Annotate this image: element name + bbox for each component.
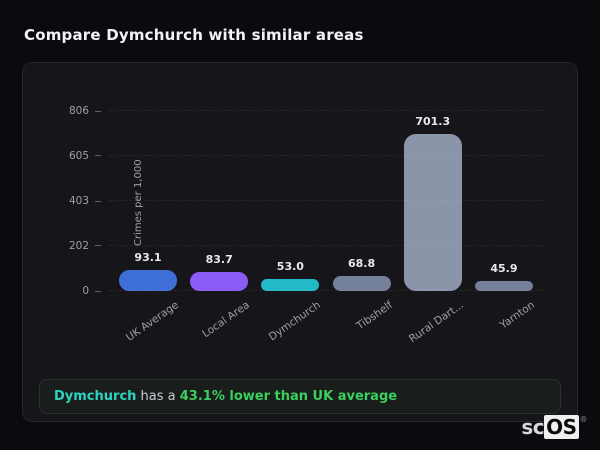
insight-highlight-text: 43.1% lower than UK average	[179, 389, 398, 404]
bar-value-label: 53.0	[276, 260, 304, 274]
bar-rural-dart[interactable]	[403, 134, 462, 291]
insight-area-name: Dymchurch	[54, 389, 137, 404]
bar-tibshelf[interactable]	[332, 275, 391, 291]
bar-slot: 45.9 Yarnton	[469, 91, 539, 331]
x-axis-label: Tibshelf	[354, 299, 395, 333]
tick-mark	[95, 290, 101, 292]
y-tick-label: 806	[69, 105, 101, 117]
bar-slot: 53.0 Dymchurch	[255, 91, 325, 343]
registered-mark-icon: ®	[579, 415, 588, 424]
bar-slot: 68.8 Tibshelf	[327, 91, 397, 332]
bar-uk-average[interactable]	[119, 270, 177, 291]
tick-mark	[95, 155, 101, 157]
logo-prefix: sc	[521, 415, 545, 439]
insight-middle-text: has a	[136, 389, 180, 404]
x-axis-label: Dymchurch	[267, 299, 324, 344]
bar-value-label: 93.1	[134, 251, 162, 265]
y-tick-label: 202	[69, 240, 101, 252]
bar-value-label: 701.3	[415, 115, 451, 129]
scos-logo: sc OS ®	[521, 415, 587, 439]
logo-suffix: OS	[544, 415, 579, 439]
gridline	[109, 200, 543, 201]
bar-value-label: 68.8	[347, 256, 376, 270]
y-tick-label: 0	[82, 285, 101, 297]
bar-yarnton[interactable]	[474, 280, 533, 291]
gridline	[109, 110, 543, 111]
gridline	[109, 244, 543, 246]
x-axis-label: Local Area	[200, 299, 253, 341]
tick-mark	[95, 245, 101, 247]
chart-card: Crimes per 1,000 93.1 UK Average 83.7 Local…	[22, 62, 578, 422]
gridline	[109, 154, 543, 156]
bar-value-label: 45.9	[490, 261, 518, 275]
tick-mark	[95, 200, 101, 202]
y-tick-label: 605	[69, 150, 101, 162]
bar-slot: 93.1 UK Average	[113, 91, 183, 344]
bar-dymchurch[interactable]	[261, 279, 320, 291]
insight-note: Dymchurch has a 43.1% lower than UK aver…	[39, 379, 561, 414]
x-axis-label: Yarnton	[497, 299, 537, 332]
bar-local-area[interactable]	[190, 272, 249, 291]
x-axis-label: UK Average	[124, 299, 181, 344]
plot-area: 93.1 UK Average 83.7 Local Area 53.0 Dymchurc…	[109, 91, 543, 345]
tick-mark	[95, 110, 101, 112]
bar-slot: 83.7 Local Area	[184, 91, 254, 340]
bar-value-label: 83.7	[205, 253, 233, 267]
gridline	[109, 290, 543, 291]
x-axis-label: Rural Dart...	[406, 299, 466, 346]
page-title: Compare Dymchurch with similar areas	[24, 26, 364, 44]
bar-chart: Crimes per 1,000 93.1 UK Average 83.7 Local…	[69, 91, 543, 345]
y-tick-label: 403	[69, 195, 101, 207]
bar-slot: 701.3 Rural Dart...	[398, 91, 468, 345]
